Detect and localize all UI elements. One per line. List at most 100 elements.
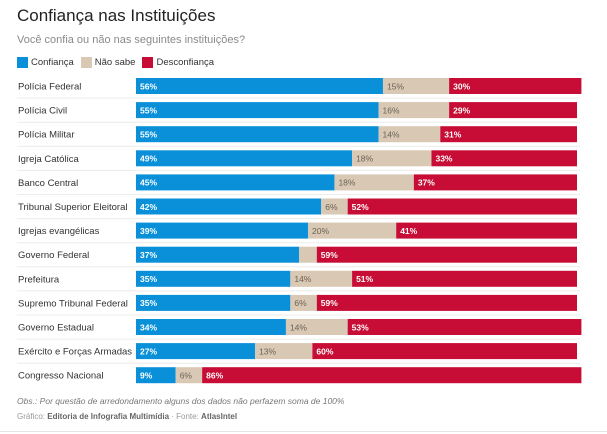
category-label: Governo Estadual bbox=[18, 323, 94, 334]
data-label-desconfian-a: 30% bbox=[453, 81, 470, 91]
category-label: Polícia Militar bbox=[18, 130, 75, 141]
legend-swatch bbox=[17, 57, 28, 68]
bar-segment-confian-a bbox=[136, 78, 383, 94]
legend-label: Não sabe bbox=[94, 57, 136, 68]
bar-row: Polícia Militar 55% 14% 31% bbox=[17, 121, 580, 143]
bar-segment-desconfian-a bbox=[316, 246, 577, 263]
bar-segment-desconfian-a bbox=[449, 78, 582, 94]
credit-prefix: Gráfico: bbox=[17, 412, 48, 421]
data-label-desconfian-a: 59% bbox=[321, 298, 338, 308]
data-label-confian-a: 37% bbox=[140, 250, 157, 260]
data-label-n-o-sabe: 14% bbox=[290, 322, 307, 332]
data-label-n-o-sabe: 16% bbox=[383, 105, 400, 115]
bar-segment-desconfian-a bbox=[316, 294, 577, 311]
bar-segment-confian-a bbox=[136, 126, 379, 143]
bar-segment-desconfian-a bbox=[431, 150, 577, 167]
bar-segment-n-o-sabe bbox=[255, 343, 313, 360]
category-label: Banco Central bbox=[18, 178, 78, 189]
bar-segment-desconfian-a bbox=[352, 270, 577, 287]
data-label-n-o-sabe: 14% bbox=[383, 130, 400, 140]
data-label-confian-a: 35% bbox=[140, 274, 157, 284]
bar-segment-n-o-sabe bbox=[382, 78, 450, 94]
data-label-confian-a: 35% bbox=[140, 298, 157, 308]
legend: Confiança Não sabe Desconfiança bbox=[17, 57, 221, 68]
source-prefix: · Fonte: bbox=[169, 412, 202, 421]
bar-segment-n-o-sabe bbox=[378, 102, 450, 119]
bar-row: Igreja Católica 49% 18% 33% bbox=[17, 145, 580, 167]
bar-row: Supremo Tribunal Federal 35% 6% 59% bbox=[17, 290, 580, 311]
bar-segment-n-o-sabe bbox=[307, 222, 397, 239]
legend-label: Confiança bbox=[31, 57, 74, 68]
data-label-desconfian-a: 37% bbox=[418, 178, 435, 188]
data-label-desconfian-a: 59% bbox=[321, 250, 338, 260]
legend-swatch bbox=[80, 57, 92, 68]
bar-segment-confian-a bbox=[136, 270, 291, 287]
category-label: Polícia Civil bbox=[18, 106, 67, 117]
chart-subtitle: Você confia ou não nas seguintes institu… bbox=[17, 34, 246, 46]
bar-segment-n-o-sabe bbox=[352, 150, 432, 167]
bar-segment-confian-a bbox=[136, 150, 353, 167]
bar-segment-n-o-sabe bbox=[334, 174, 414, 191]
data-label-n-o-sabe: 15% bbox=[387, 81, 404, 91]
chart-title: Confiança nas Instituições bbox=[17, 6, 216, 25]
data-label-desconfian-a: 52% bbox=[352, 202, 369, 212]
bar-segment-desconfian-a bbox=[396, 222, 577, 239]
data-label-n-o-sabe: 20% bbox=[312, 226, 329, 236]
data-label-desconfian-a: 33% bbox=[435, 154, 452, 164]
legend-item-confian-a: Confiança bbox=[17, 57, 74, 68]
bar-segment-desconfian-a bbox=[347, 319, 582, 335]
credit-author: Editoria de Infografia Multimídia bbox=[47, 412, 170, 421]
bar-segment-n-o-sabe bbox=[290, 294, 317, 311]
bar-row: Tribunal Superior Eleitoral 42% 6% 52% bbox=[17, 194, 580, 215]
data-label-confian-a: 56% bbox=[140, 81, 157, 91]
data-label-confian-a: 42% bbox=[140, 202, 157, 212]
category-label: Congresso Nacional bbox=[18, 371, 104, 382]
data-label-confian-a: 9% bbox=[140, 371, 153, 381]
bar-segment-confian-a bbox=[136, 222, 308, 239]
bar-segment-n-o-sabe bbox=[321, 198, 348, 215]
data-label-confian-a: 34% bbox=[140, 322, 157, 332]
category-label: Governo Federal bbox=[18, 250, 89, 261]
bar-segment-n-o-sabe bbox=[175, 367, 203, 384]
bar-segment-n-o-sabe bbox=[290, 270, 353, 287]
data-label-n-o-sabe: 13% bbox=[259, 346, 276, 356]
category-label: Supremo Tribunal Federal bbox=[18, 298, 128, 309]
bar-segment-confian-a bbox=[136, 319, 286, 335]
bar-row: Igrejas evangélicas 39% 20% 41% bbox=[17, 218, 580, 239]
footnote: Obs.: Por questão de arredondamento algu… bbox=[17, 396, 345, 406]
legend-swatch bbox=[142, 57, 154, 68]
data-label-confian-a: 55% bbox=[140, 130, 157, 140]
data-label-desconfian-a: 86% bbox=[206, 371, 223, 381]
bar-segment-desconfian-a bbox=[202, 367, 582, 384]
data-label-confian-a: 49% bbox=[140, 154, 157, 164]
bar-row: Prefeitura 35% 14% 51% bbox=[17, 266, 580, 287]
data-label-desconfian-a: 51% bbox=[356, 274, 373, 284]
bottom-divider bbox=[0, 431, 607, 432]
category-label: Exército e Forças Armadas bbox=[18, 347, 132, 358]
category-label: Tribunal Superior Eleitoral bbox=[18, 202, 127, 213]
category-label: Prefeitura bbox=[18, 274, 60, 285]
bar-segment-desconfian-a bbox=[440, 126, 577, 143]
data-label-confian-a: 39% bbox=[140, 226, 157, 236]
bar-segment-desconfian-a bbox=[347, 198, 577, 215]
category-label: Igrejas evangélicas bbox=[18, 226, 100, 237]
legend-item-desconfian-a: Desconfiança bbox=[142, 57, 214, 68]
legend-label: Desconfiança bbox=[156, 57, 215, 68]
data-label-n-o-sabe: 6% bbox=[180, 371, 193, 381]
data-label-desconfian-a: 60% bbox=[316, 346, 333, 356]
data-label-confian-a: 27% bbox=[140, 346, 157, 356]
bar-segment-desconfian-a bbox=[449, 102, 577, 119]
legend-item-n-o-sabe: Não sabe bbox=[80, 57, 136, 68]
bar-segment-desconfian-a bbox=[312, 343, 577, 360]
bar-segment-confian-a bbox=[136, 198, 322, 215]
bar-segment-confian-a bbox=[136, 174, 335, 191]
category-label: Igreja Católica bbox=[18, 154, 79, 165]
bar-segment-n-o-sabe bbox=[299, 246, 317, 263]
source-name: AtlasIntel bbox=[201, 412, 238, 421]
bar-row: Polícia Federal 56% 15% 30% bbox=[18, 78, 582, 94]
bar-row: Governo Federal 37% 59% bbox=[17, 242, 580, 263]
data-label-n-o-sabe: 18% bbox=[338, 178, 355, 188]
bar-segment-confian-a bbox=[136, 246, 300, 263]
data-label-desconfian-a: 41% bbox=[400, 226, 417, 236]
credit-line: Gráfico: Editoria de Infografia Multimíd… bbox=[17, 412, 237, 421]
